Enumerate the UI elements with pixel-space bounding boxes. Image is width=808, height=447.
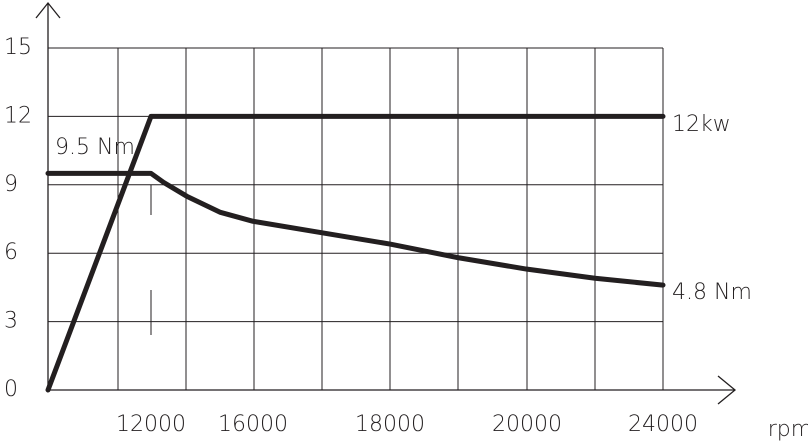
x-tick-label: 20000 bbox=[492, 412, 562, 437]
y-tick-label: 0 bbox=[4, 377, 18, 402]
y-tick-label: 15 bbox=[4, 35, 32, 60]
y-tick-label: 6 bbox=[4, 240, 18, 265]
x-tick-label: 16000 bbox=[218, 412, 288, 437]
annotation: 12kw bbox=[672, 112, 731, 137]
y-tick-label: 12 bbox=[4, 103, 32, 128]
x-tick-label: 24000 bbox=[628, 412, 698, 437]
vertical-grid bbox=[117, 48, 664, 390]
annotation: 4.8 Nm bbox=[672, 280, 752, 305]
axes bbox=[35, 1, 737, 405]
x-axis-label: rpm bbox=[768, 417, 808, 442]
x-axis-arrow bbox=[717, 375, 737, 405]
series-line bbox=[45, 170, 666, 288]
annotation: 9.5 Nm bbox=[55, 135, 135, 160]
y-axis-arrow bbox=[35, 1, 61, 19]
y-tick-label: 3 bbox=[4, 309, 18, 334]
x-tick-label: 18000 bbox=[355, 412, 425, 437]
x-tick-label: 12000 bbox=[116, 412, 186, 437]
series-line bbox=[45, 113, 666, 393]
y-tick-label: 9 bbox=[4, 172, 18, 197]
